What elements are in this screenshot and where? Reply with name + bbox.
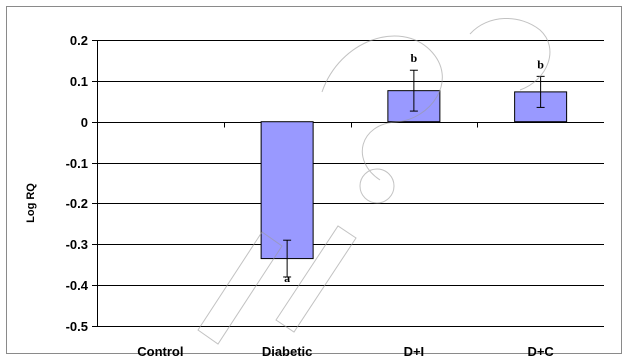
y-tick-label: -0.3	[66, 237, 88, 252]
y-tick-label: 0.1	[70, 74, 88, 89]
y-axis-label: Log RQ	[25, 183, 37, 223]
y-tick-label: -0.5	[66, 319, 88, 334]
axes	[92, 40, 478, 327]
error-bars	[283, 69, 545, 278]
significance-labels: a b b	[284, 51, 544, 285]
significance-label: a	[284, 271, 290, 285]
gridlines	[97, 40, 604, 327]
watermark	[197, 18, 551, 345]
y-tick-labels: 0.2 0.1 0 -0.1 -0.2 -0.3 -0.4 -0.5	[66, 33, 89, 334]
category-label: D+I	[404, 344, 425, 359]
significance-label: b	[411, 51, 418, 65]
category-label: Control	[137, 344, 183, 359]
y-tick-label: -0.1	[66, 156, 88, 171]
bar	[260, 121, 314, 260]
chart-frame	[6, 6, 622, 354]
y-tick-label: 0.2	[70, 33, 88, 48]
category-labels: Control Diabetic D+I D+C	[137, 344, 554, 359]
y-tick-label: -0.2	[66, 196, 88, 211]
y-tick-label: 0	[81, 115, 88, 130]
y-tick-label: -0.4	[66, 278, 89, 293]
significance-label: b	[537, 57, 544, 71]
category-label: D+C	[527, 344, 554, 359]
category-label: Diabetic	[262, 344, 313, 359]
